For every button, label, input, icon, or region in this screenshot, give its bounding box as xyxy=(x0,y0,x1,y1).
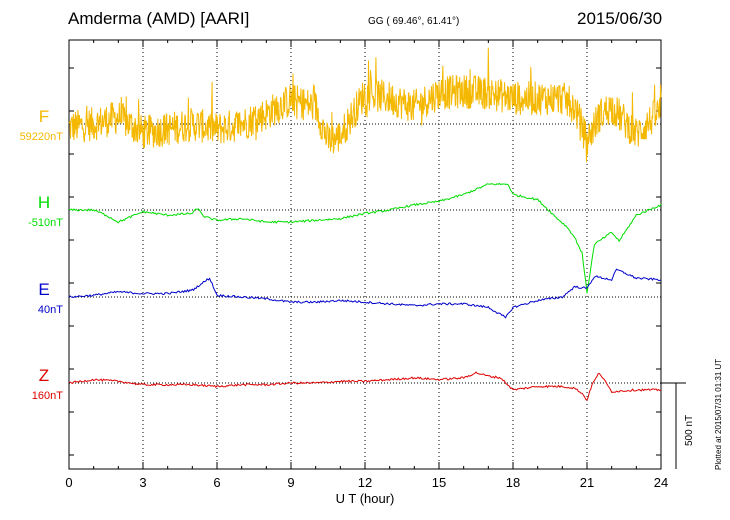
x-tick-label: 0 xyxy=(65,475,72,490)
x-tick-labels: 0 3 6 9 12 15 18 21 24 xyxy=(65,475,668,490)
date-label: 2015/06/30 xyxy=(577,9,663,28)
baseline-value-E: 40nT xyxy=(38,304,63,316)
x-axis-label: U T (hour) xyxy=(336,491,395,506)
station-title: Amderma (AMD) [AARI] xyxy=(68,9,250,28)
series-name-Z: Z xyxy=(39,366,49,385)
geographic-coordinates: GG ( 69.46°, 61.41°) xyxy=(368,16,460,27)
x-tick-label: 3 xyxy=(139,475,146,490)
x-tick-label: 18 xyxy=(506,475,520,490)
baseline-value-F: 59220nT xyxy=(20,131,64,143)
series-traces xyxy=(68,47,662,401)
x-tick-label: 21 xyxy=(580,475,594,490)
x-tick-label: 9 xyxy=(287,475,294,490)
scale-bar: 500 nT xyxy=(661,382,695,469)
baseline-value-Z: 160nT xyxy=(32,390,63,402)
baseline-value-H: -510nT xyxy=(28,217,63,229)
trace-F xyxy=(68,47,662,163)
scale-bar-label: 500 nT xyxy=(684,415,695,446)
x-tick-label: 24 xyxy=(654,475,668,490)
series-name-E: E xyxy=(38,280,49,299)
series-name-F: F xyxy=(39,107,49,126)
trace-H xyxy=(68,182,662,294)
series-name-H: H xyxy=(38,193,50,212)
trace-Z xyxy=(68,371,662,401)
x-tick-label: 6 xyxy=(213,475,220,490)
x-tick-label: 12 xyxy=(358,475,372,490)
trace-E xyxy=(68,268,662,319)
axis-ticks xyxy=(68,40,662,469)
x-tick-label: 15 xyxy=(432,475,446,490)
series-labels: F 59220nT H -510nT E 40nT Z 160nT xyxy=(20,107,64,402)
